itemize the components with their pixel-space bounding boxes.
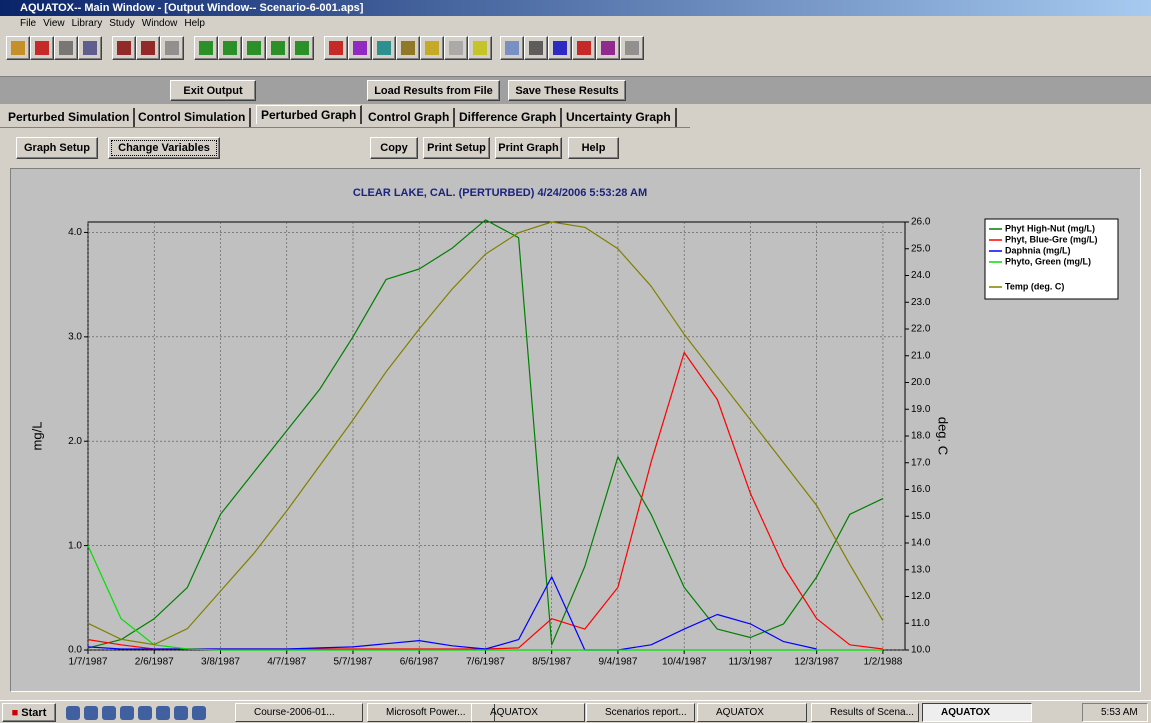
toolbar-icon — [165, 41, 179, 55]
toolbar-icon — [473, 41, 487, 55]
toolbar-icon — [577, 41, 591, 55]
toolbar-button[interactable] — [6, 36, 30, 60]
taskbar-task[interactable]: Scenarios report... — [586, 703, 695, 722]
toolbar-icon — [505, 41, 519, 55]
toolbar-button[interactable] — [136, 36, 160, 60]
graph-button[interactable]: Print Graph — [495, 137, 562, 159]
toolbar-button[interactable] — [444, 36, 468, 60]
start-button[interactable]: ■ Start — [2, 703, 56, 722]
toolbar-icon — [199, 41, 213, 55]
toolbar-icon — [329, 41, 343, 55]
toolbar-icon — [601, 41, 615, 55]
graph-button[interactable]: Copy — [370, 137, 418, 159]
graph-button[interactable]: Graph Setup — [16, 137, 98, 159]
toolbar-button[interactable] — [572, 36, 596, 60]
toolbar-button[interactable] — [290, 36, 314, 60]
taskbar — [0, 700, 1151, 723]
quick-launch-icon[interactable] — [192, 706, 206, 720]
window-title: AQUATOX-- Main Window - [Output Window--… — [20, 2, 364, 14]
taskbar-task[interactable]: AQUATOX — [697, 703, 807, 722]
chart-panel — [10, 168, 1141, 692]
tab[interactable]: Difference Graph — [455, 108, 563, 127]
toolbar-icon — [425, 41, 439, 55]
toolbar-button[interactable] — [242, 36, 266, 60]
clock-label: 5:53 AM — [1101, 707, 1138, 718]
toolbar-button[interactable] — [160, 36, 184, 60]
toolbar-icon — [11, 41, 25, 55]
quick-launch-icon[interactable] — [174, 706, 188, 720]
tab[interactable]: Control Simulation — [134, 108, 252, 127]
tab-strip — [0, 106, 690, 128]
tab[interactable]: Perturbed Simulation — [4, 108, 136, 127]
clock: 5:53 AM — [1082, 703, 1148, 722]
toolbar-button[interactable] — [524, 36, 548, 60]
toolbar-icon — [141, 41, 155, 55]
toolbar-icon — [35, 41, 49, 55]
menu-item[interactable]: Window — [141, 18, 178, 29]
toolbar-button[interactable] — [548, 36, 572, 60]
toolbar-icon — [271, 41, 285, 55]
toolbar-button[interactable] — [30, 36, 54, 60]
toolbar-button[interactable] — [324, 36, 348, 60]
toolbar-button[interactable] — [396, 36, 420, 60]
menu-item[interactable]: Help — [184, 18, 205, 29]
toolbar-icon — [401, 41, 415, 55]
toolbar-button[interactable] — [218, 36, 242, 60]
tab[interactable]: Control Graph — [364, 108, 456, 127]
action-button[interactable]: Exit Output — [170, 80, 256, 101]
toolbar-button[interactable] — [194, 36, 218, 60]
toolbar-button[interactable] — [54, 36, 78, 60]
quick-launch-icon[interactable] — [120, 706, 134, 720]
taskbar-task[interactable]: Results of Scena... — [811, 703, 919, 722]
toolbar-button[interactable] — [348, 36, 372, 60]
toolbar-icon — [553, 41, 567, 55]
toolbar-icon — [83, 41, 97, 55]
toolbar — [4, 33, 1144, 65]
toolbar-icon — [295, 41, 309, 55]
start-label: Start — [21, 706, 47, 719]
taskbar-task[interactable]: Microsoft Power... — [367, 703, 495, 722]
menu-item[interactable]: View — [43, 18, 65, 29]
toolbar-icon — [353, 41, 367, 55]
taskbar-task[interactable]: Course-2006-01... — [235, 703, 363, 722]
title-bar: AQUATOX-- Main Window - [Output Window--… — [0, 0, 1151, 16]
menu-item[interactable]: Study — [109, 18, 135, 29]
toolbar-button[interactable] — [596, 36, 620, 60]
tab-selected[interactable]: Perturbed Graph — [256, 105, 363, 124]
tab[interactable]: Uncertainty Graph — [562, 108, 677, 127]
quick-launch-icon[interactable] — [102, 706, 116, 720]
toolbar-icon — [377, 41, 391, 55]
toolbar-button[interactable] — [266, 36, 290, 60]
taskbar-task[interactable]: AQUATOX — [471, 703, 585, 722]
graph-button[interactable]: Print Setup — [423, 137, 490, 159]
toolbar-icon — [117, 41, 131, 55]
toolbar-icon — [449, 41, 463, 55]
toolbar-icon — [223, 41, 237, 55]
toolbar-button[interactable] — [620, 36, 644, 60]
action-button[interactable]: Load Results from File — [367, 80, 500, 101]
menu-bar: File View Library Study Window Help — [0, 16, 1151, 31]
toolbar-icon — [59, 41, 73, 55]
toolbar-button[interactable] — [78, 36, 102, 60]
toolbar-button[interactable] — [468, 36, 492, 60]
toolbar-button[interactable] — [372, 36, 396, 60]
menu-item[interactable]: Library — [71, 18, 103, 29]
toolbar-button[interactable] — [112, 36, 136, 60]
graph-button[interactable]: Change Variables — [108, 137, 220, 159]
toolbar-button[interactable] — [420, 36, 444, 60]
action-button[interactable]: Save These Results — [508, 80, 626, 101]
toolbar-icon — [625, 41, 639, 55]
quick-launch-icon[interactable] — [156, 706, 170, 720]
quick-launch-icon[interactable] — [138, 706, 152, 720]
toolbar-button[interactable] — [500, 36, 524, 60]
menu-item[interactable]: File — [20, 18, 37, 29]
quick-launch-icon[interactable] — [66, 706, 80, 720]
quick-launch-icon[interactable] — [84, 706, 98, 720]
toolbar-icon — [529, 41, 543, 55]
toolbar-icon — [247, 41, 261, 55]
taskbar-task[interactable]: AQUATOX — [922, 703, 1032, 722]
graph-button[interactable]: Help — [568, 137, 619, 159]
